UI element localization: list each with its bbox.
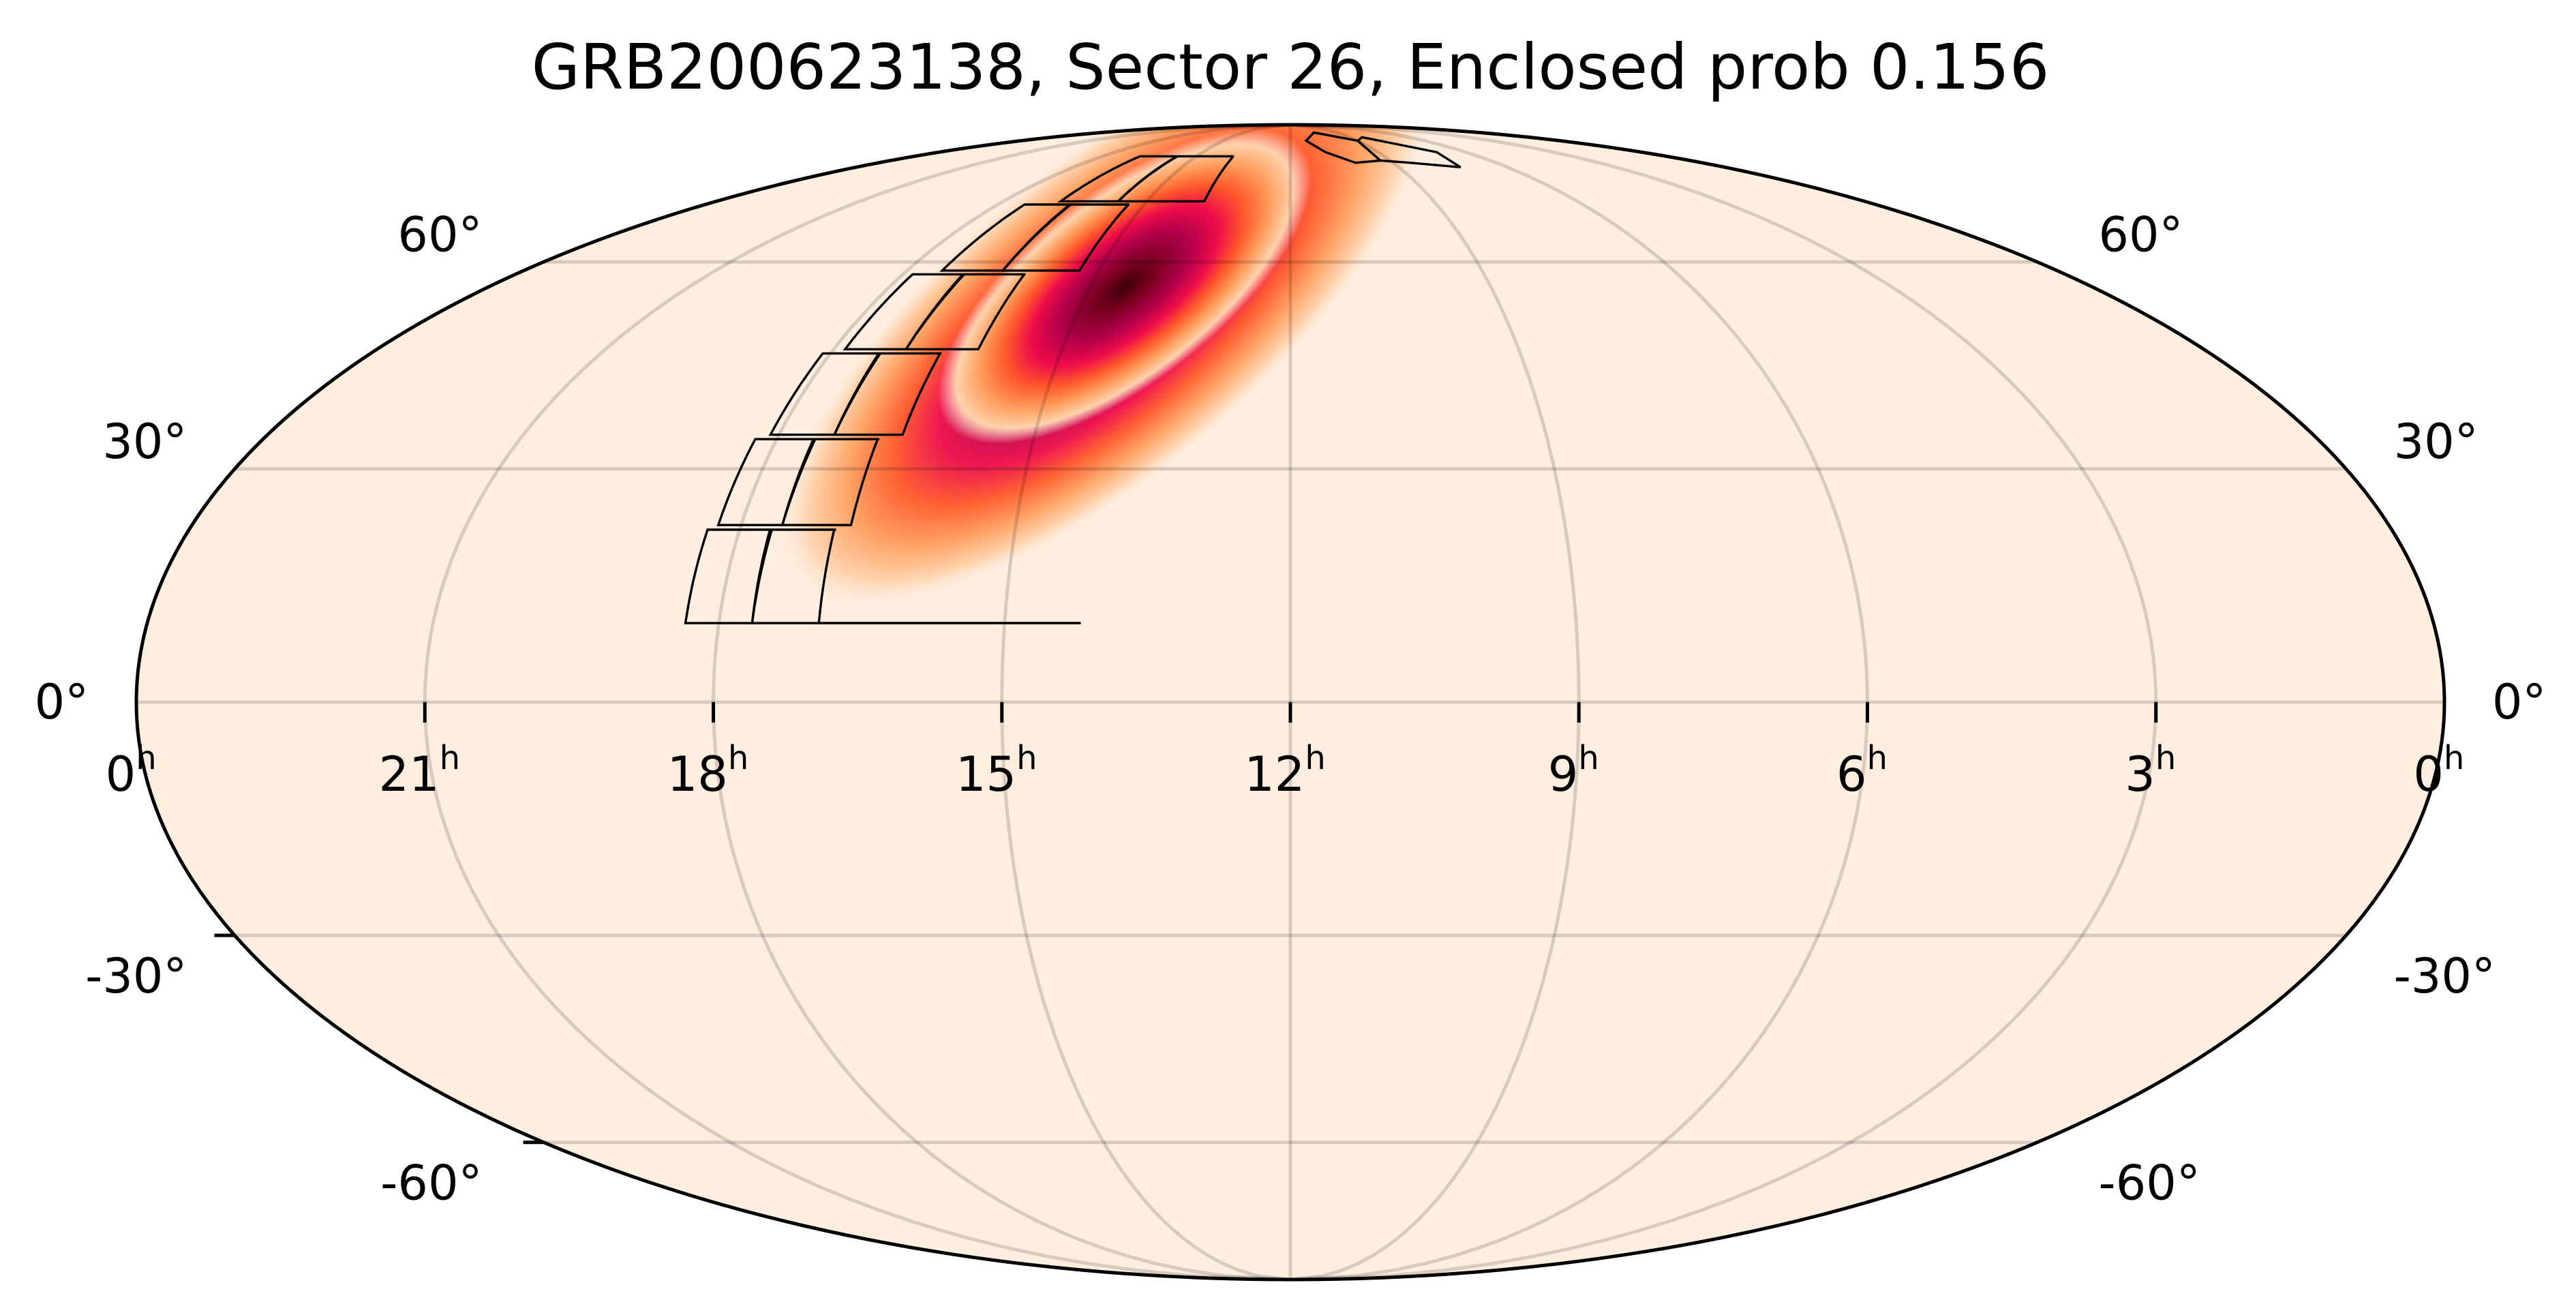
dec-tick-label-right: -30° <box>2394 948 2496 1004</box>
ccd-footprint-tile <box>1000 203 1130 272</box>
sector-footprints <box>684 131 1461 624</box>
ra-tick-label: 15h <box>956 739 1037 802</box>
dec-tick-label-left: 0° <box>35 674 89 730</box>
ccd-footprint-tile <box>832 352 942 436</box>
ra-tick-label: 6h <box>1836 739 1888 802</box>
ccd-footprint-tile <box>903 273 1026 350</box>
ccd-footprint-tile <box>1356 136 1461 168</box>
probability-heatmap <box>775 125 1434 610</box>
ra-tick-label: 0h <box>106 739 157 802</box>
dec-tick-label-left: 60° <box>397 207 482 262</box>
dec-tick-label-left: 30° <box>102 414 187 470</box>
dec-tick-label-left: -30° <box>85 948 187 1004</box>
ra-tick-label: 12h <box>1244 739 1326 802</box>
ra-tick-label: 9h <box>1548 739 1599 802</box>
chart-title: GRB200623138, Sector 26, Enclosed prob 0… <box>532 31 2050 104</box>
ccd-footprint-tile <box>751 528 836 624</box>
dec-tick-label-right: -60° <box>2098 1155 2200 1211</box>
ra-tick-label: 3h <box>2125 739 2176 802</box>
ccd-footprint-tile <box>1115 155 1234 202</box>
ra-axis: 0h 21h 18h 15h 12h 9h 6h 3h 0h <box>106 702 2464 802</box>
map-outline <box>134 123 2446 1282</box>
dec-axis: 60° 60° 30° 30° 0° 0° -30° -30° -60° -60° <box>35 207 2547 1211</box>
ra-tick-label: 18h <box>667 739 749 802</box>
dec-tick-label-right: 60° <box>2098 207 2183 262</box>
ra-tick-label: 0h <box>2413 739 2464 802</box>
dec-tick-label-right: 0° <box>2492 674 2547 730</box>
dec-tick-label-right: 30° <box>2394 414 2479 470</box>
dec-tick-label-left: -60° <box>380 1155 482 1211</box>
ra-tick-label: 21h <box>379 739 461 802</box>
ccd-footprint-tile <box>781 438 880 526</box>
